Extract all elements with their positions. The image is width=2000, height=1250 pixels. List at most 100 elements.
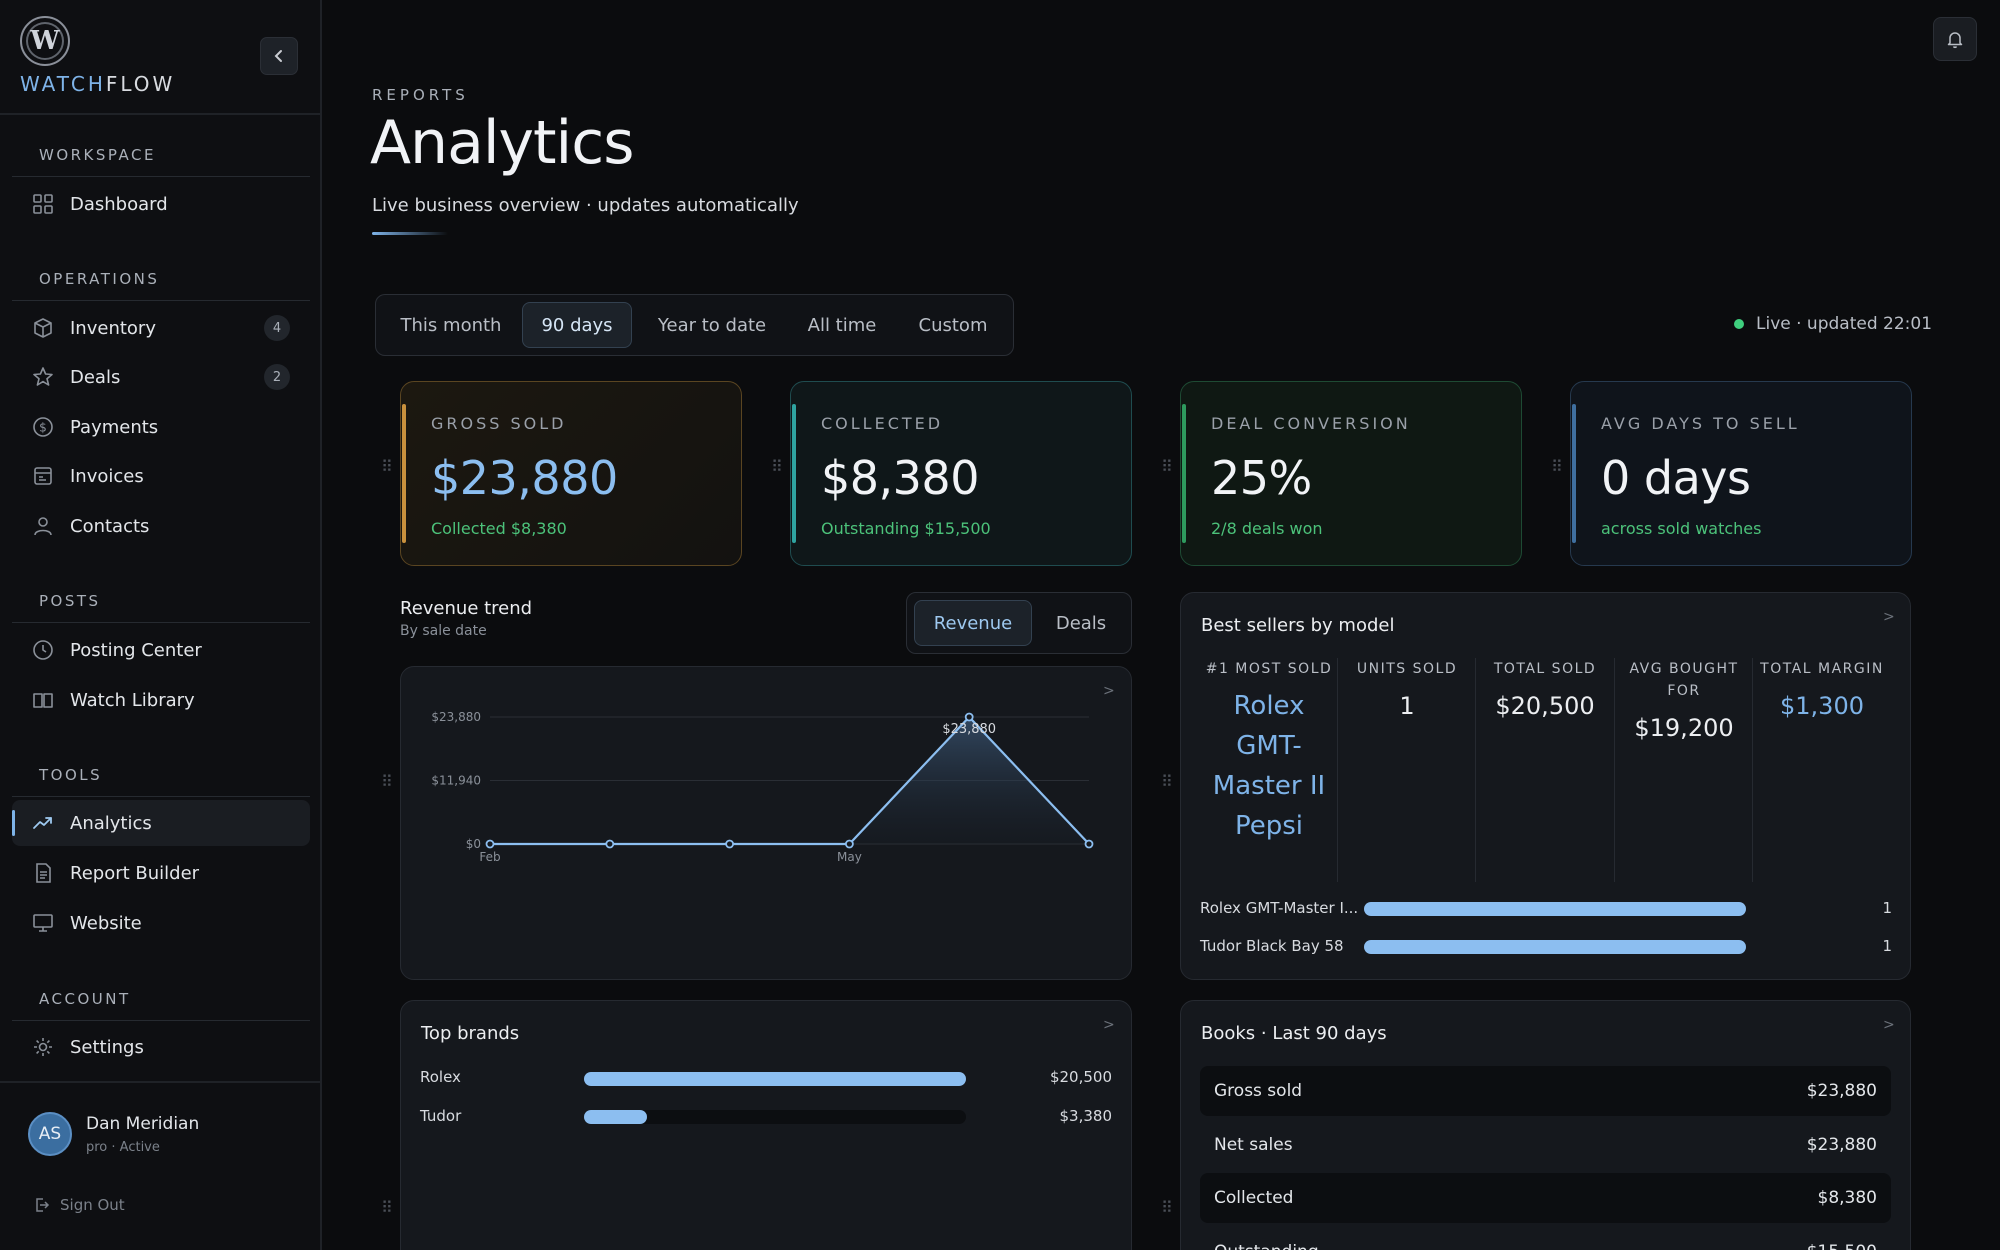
y-tick-label: $11,940 <box>431 774 481 788</box>
sidebar-item-deals[interactable]: Deals 2 <box>12 354 310 400</box>
notifications-button[interactable] <box>1933 17 1977 61</box>
bar-value: 1 <box>1882 899 1892 917</box>
sidebar-divider <box>0 1081 320 1083</box>
stat-value: 1 <box>1399 692 1415 720</box>
sidebar-item-label: Watch Library <box>70 689 195 711</box>
drag-handle-icon[interactable]: ⠿ <box>1161 772 1174 791</box>
stat-label: TOTAL MARGIN <box>1760 661 1884 677</box>
sidebar-item-payments[interactable]: $ Payments <box>12 404 310 450</box>
user-status: pro · Active <box>86 1139 160 1155</box>
logo-mark: W <box>20 16 70 66</box>
data-point <box>964 712 974 722</box>
section-rule <box>12 796 310 797</box>
drag-handle-icon[interactable]: ⠿ <box>1161 1198 1174 1217</box>
period-this-month[interactable]: This month <box>400 314 502 336</box>
sidebar-item-inventory[interactable]: Inventory 4 <box>12 305 310 351</box>
bar-value: 1 <box>1882 937 1892 955</box>
collapse-sidebar-button[interactable] <box>260 37 298 75</box>
stat-separator <box>1475 658 1476 882</box>
drag-handle-icon[interactable]: ⠿ <box>771 457 784 476</box>
stat-separator <box>1752 658 1753 882</box>
toggle-deals[interactable]: Deals <box>1055 612 1107 634</box>
books-row-value: $23,880 <box>1806 1081 1877 1101</box>
bar-fill <box>1364 940 1746 954</box>
period-all-time[interactable]: All time <box>807 314 877 336</box>
grid-icon <box>32 193 54 215</box>
x-tick-label: Feb <box>479 850 500 864</box>
brand-row: Rolex <box>420 1068 461 1086</box>
sidebar-item-report-builder[interactable]: Report Builder <box>12 850 310 896</box>
expand-chevron-icon[interactable]: > <box>1883 609 1895 625</box>
books-row-label: Gross sold <box>1214 1081 1303 1101</box>
sidebar-item-posting-center[interactable]: Posting Center <box>12 627 310 673</box>
sidebar-item-website[interactable]: Website <box>12 900 310 946</box>
drag-handle-icon[interactable]: ⠿ <box>1161 457 1174 476</box>
period-90-days[interactable]: 90 days <box>522 302 632 348</box>
best-seller-row: Tudor Black Bay 58 <box>1200 937 1344 955</box>
revenue-metric-toggle: Revenue Deals <box>906 592 1132 654</box>
books-row: Outstanding $15,500 <box>1200 1227 1891 1250</box>
user-name: Dan Meridian <box>86 1113 200 1134</box>
star-icon <box>32 366 54 388</box>
title-underline <box>372 232 448 235</box>
section-rule <box>12 176 310 177</box>
bar-label: Tudor <box>420 1107 462 1125</box>
sidebar-item-settings[interactable]: Settings <box>12 1024 310 1070</box>
drag-handle-icon[interactable]: ⠿ <box>381 1198 394 1217</box>
sign-out-label: Sign Out <box>60 1196 125 1214</box>
kpi-label: DEAL CONVERSION <box>1211 414 1411 433</box>
stat-value-model: Rolex GMT-Master II Pepsi <box>1212 691 1326 841</box>
expand-chevron-icon[interactable]: > <box>1103 683 1115 699</box>
bar-track <box>1364 902 1746 916</box>
sign-out-button[interactable]: Sign Out <box>34 1196 125 1214</box>
section-title-account: ACCOUNT <box>39 990 131 1008</box>
sidebar-item-analytics[interactable]: Analytics <box>12 800 310 846</box>
sidebar-item-contacts[interactable]: Contacts <box>12 503 310 549</box>
page-subtitle: Live business overview · updates automat… <box>372 195 799 216</box>
drag-handle-icon[interactable]: ⠿ <box>381 457 394 476</box>
bar-value: $3,380 <box>1059 1107 1113 1125</box>
sidebar-item-invoices[interactable]: Invoices <box>12 453 310 499</box>
kpi-gross-sold: GROSS SOLD $23,880 Collected $8,380 <box>400 381 742 566</box>
period-year-to-date[interactable]: Year to date <box>657 314 767 336</box>
user-profile[interactable]: AS Dan Meridian pro · Active <box>28 1112 199 1156</box>
kpi-deal-conversion: DEAL CONVERSION 25% 2/8 deals won <box>1180 381 1522 566</box>
sidebar-item-label: Deals <box>70 366 121 388</box>
drag-handle-icon[interactable]: ⠿ <box>381 772 394 791</box>
period-custom[interactable]: Custom <box>918 314 988 336</box>
bar-label: Rolex GMT-Master I... <box>1200 899 1359 917</box>
brand-row: Tudor <box>420 1107 461 1125</box>
section-rule <box>12 300 310 301</box>
clock-icon <box>32 639 54 661</box>
sidebar-item-label: Inventory <box>70 317 156 339</box>
chevron-left-icon <box>274 50 282 62</box>
books-row-value: $23,880 <box>1806 1135 1877 1155</box>
sidebar-item-watch-library[interactable]: Watch Library <box>12 677 310 723</box>
expand-chevron-icon[interactable]: > <box>1883 1017 1895 1033</box>
toggle-revenue[interactable]: Revenue <box>914 600 1032 646</box>
kpi-value: $23,880 <box>431 451 618 505</box>
sidebar-divider <box>0 113 320 115</box>
gear-icon <box>32 1036 54 1058</box>
books-row: Gross sold $23,880 <box>1200 1066 1891 1116</box>
kpi-sub: Outstanding $15,500 <box>821 519 991 538</box>
section-rule <box>12 622 310 623</box>
stat-most-sold: #1 MOST SOLD Rolex GMT-Master II Pepsi <box>1200 658 1338 846</box>
sidebar-item-dashboard[interactable]: Dashboard <box>12 181 310 227</box>
bar-label: Tudor Black Bay 58 <box>1200 937 1344 955</box>
stat-separator <box>1614 658 1615 882</box>
data-point <box>725 839 735 849</box>
logo[interactable]: W WATCHFLOW <box>20 16 175 96</box>
svg-text:$: $ <box>39 421 47 435</box>
revenue-chart-panel: > $23,880 $11,940 $0 Feb May $23,880 <box>400 666 1132 980</box>
kpi-label: COLLECTED <box>821 414 944 433</box>
drag-handle-icon[interactable]: ⠿ <box>1551 457 1564 476</box>
page-eyebrow: REPORTS <box>372 86 469 104</box>
data-point <box>485 839 495 849</box>
stat-label: #1 MOST SOLD <box>1205 661 1333 677</box>
books-row: Collected $8,380 <box>1200 1173 1891 1223</box>
expand-chevron-icon[interactable]: > <box>1103 1017 1115 1033</box>
kpi-label: GROSS SOLD <box>431 414 567 433</box>
top-brands-panel: Top brands > <box>400 1000 1132 1250</box>
